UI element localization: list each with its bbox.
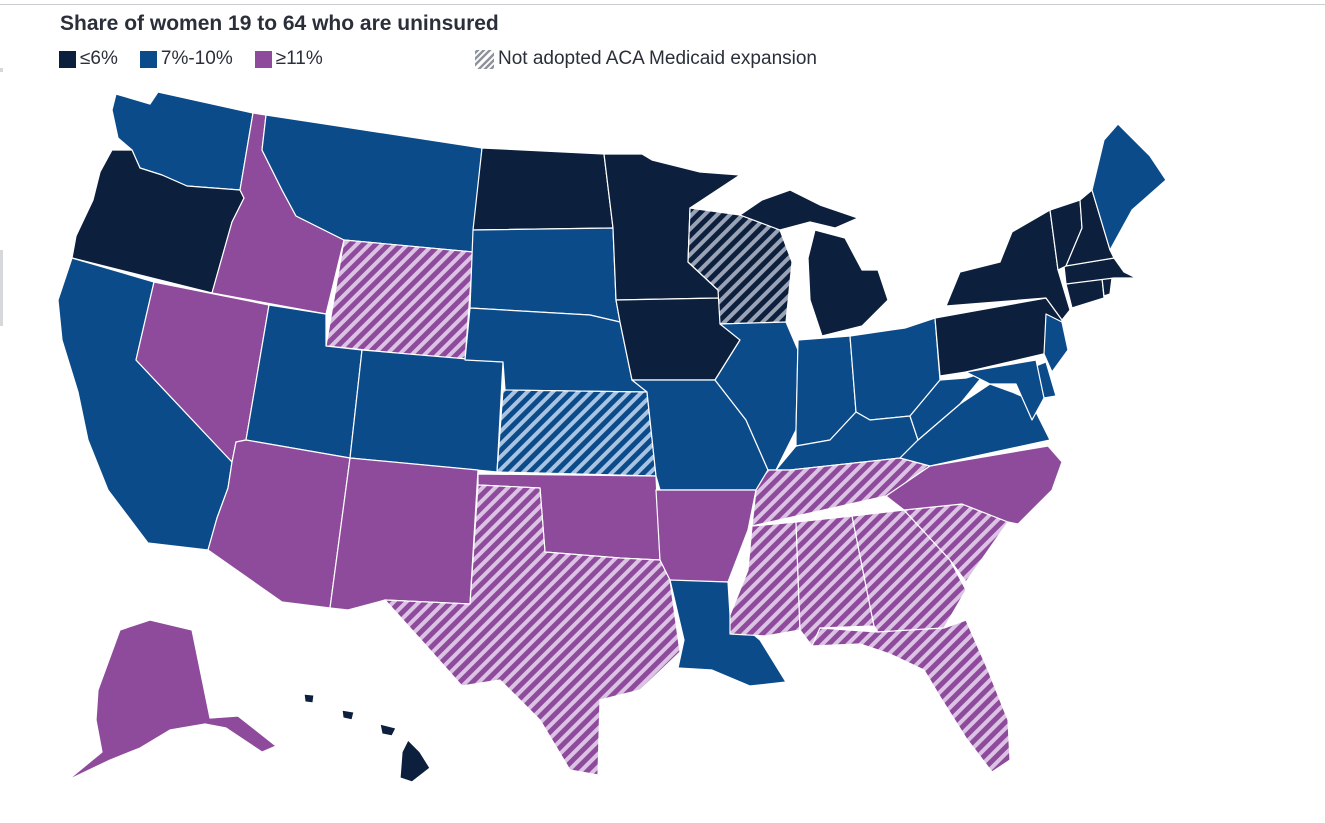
state-texas[interactable]	[384, 484, 681, 776]
state-kansas[interactable]	[496, 389, 657, 477]
left-edge-mark	[0, 68, 3, 72]
legend-label-hatch: Not adopted ACA Medicaid expansion	[498, 48, 817, 69]
state-maryland[interactable]	[965, 359, 1045, 421]
state-hawaii-kauai[interactable]	[303, 693, 315, 704]
state-hawaii-oahu[interactable]	[341, 709, 355, 721]
state-michigan[interactable]	[807, 229, 889, 337]
legend-label-low: ≤6%	[80, 48, 118, 69]
legend-swatch-hatch	[475, 49, 494, 69]
state-rhode-island[interactable]	[1101, 277, 1113, 297]
legend: ≤6% 7%-10% ≥11%	[59, 48, 345, 70]
legend-swatch-high	[254, 50, 272, 68]
state-new-jersey[interactable]	[1043, 313, 1069, 373]
legend-item-low: ≤6%	[59, 48, 118, 70]
legend-item-hatch: Not adopted ACA Medicaid expansion	[475, 48, 817, 70]
top-rule	[0, 4, 1325, 5]
legend-swatch-low	[59, 50, 76, 68]
state-north-dakota[interactable]	[472, 147, 614, 231]
state-michigan-upper[interactable]	[739, 189, 859, 231]
legend-item-mid: 7%-10%	[139, 48, 233, 70]
state-south-dakota[interactable]	[469, 227, 621, 323]
state-alaska[interactable]	[67, 619, 277, 781]
state-north-carolina[interactable]	[885, 445, 1063, 525]
legend-label-mid: 7%-10%	[160, 48, 233, 69]
map-title: Share of women 19 to 64 who are uninsure…	[60, 12, 499, 35]
state-hawaii-maui[interactable]	[379, 723, 397, 737]
state-louisiana[interactable]	[669, 579, 787, 687]
state-maine[interactable]	[1091, 123, 1167, 251]
left-edge-mark	[0, 250, 3, 326]
state-new-mexico[interactable]	[329, 457, 479, 611]
legend-label-high: ≥11%	[275, 48, 323, 69]
state-florida[interactable]	[811, 619, 1011, 773]
state-new-york[interactable]	[945, 209, 1071, 321]
legend-item-high: ≥11%	[254, 48, 323, 70]
legend-swatch-mid	[139, 50, 157, 68]
state-hawaii[interactable]	[399, 739, 431, 783]
state-wyoming[interactable]	[325, 239, 474, 361]
state-arkansas[interactable]	[655, 489, 757, 583]
state-colorado[interactable]	[349, 349, 504, 473]
